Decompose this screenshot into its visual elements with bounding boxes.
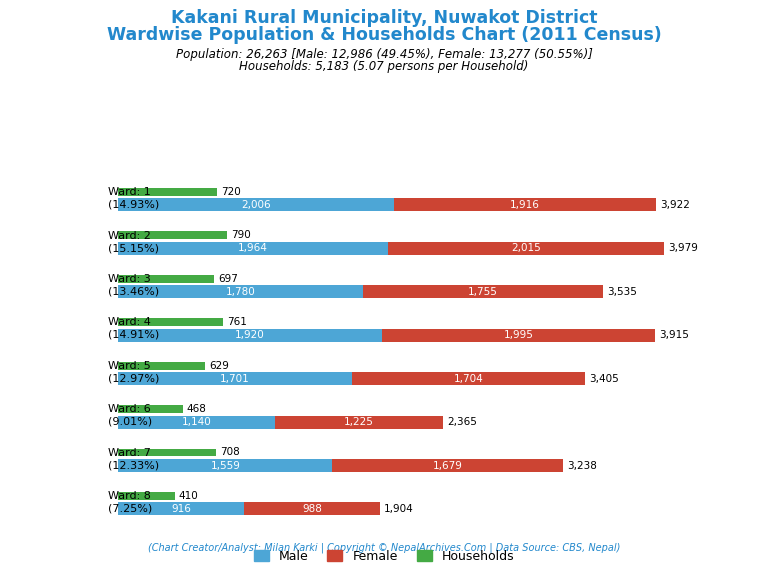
Legend: Male, Female, Households: Male, Female, Households [249,545,519,568]
Text: 2,365: 2,365 [447,417,477,427]
Text: Ward: 5
(12.97%): Ward: 5 (12.97%) [108,361,159,383]
Text: 410: 410 [179,491,199,501]
Text: 3,922: 3,922 [660,200,690,210]
Text: 1,679: 1,679 [432,461,462,470]
Bar [118,405,183,413]
Bar [244,502,379,516]
Text: 1,140: 1,140 [182,417,211,427]
Text: 468: 468 [187,404,207,414]
Text: 916: 916 [171,504,191,514]
Text: 3,405: 3,405 [590,374,619,383]
Text: 697: 697 [218,274,238,284]
Bar [333,459,562,472]
Text: 720: 720 [221,187,241,197]
Text: 1,995: 1,995 [504,330,534,340]
Text: 1,904: 1,904 [384,504,413,514]
Text: 1,559: 1,559 [210,461,240,470]
Text: 2,006: 2,006 [241,200,271,210]
Text: Households: 5,183 (5.07 persons per Household): Households: 5,183 (5.07 persons per Hous… [240,60,528,73]
Text: Ward: 4
(14.91%): Ward: 4 (14.91%) [108,317,159,340]
Bar [118,329,382,342]
Bar [118,231,227,239]
Text: (Chart Creator/Analyst: Milan Karki | Copyright © NepalArchives.Com | Data Sourc: (Chart Creator/Analyst: Milan Karki | Co… [147,543,621,553]
Text: Wardwise Population & Households Chart (2011 Census): Wardwise Population & Households Chart (… [107,26,661,44]
Bar [118,318,223,326]
Text: 1,964: 1,964 [238,244,268,253]
Text: 1,704: 1,704 [454,374,484,383]
Bar [388,242,664,255]
Text: 3,979: 3,979 [668,244,698,253]
Text: 708: 708 [220,448,240,458]
Text: Ward: 3
(13.46%): Ward: 3 (13.46%) [108,274,159,296]
Text: 1,780: 1,780 [226,287,256,297]
Bar [118,188,217,196]
Bar [118,416,275,429]
Text: 3,535: 3,535 [607,287,637,297]
Text: 3,915: 3,915 [660,330,690,340]
Text: 3,238: 3,238 [567,461,597,470]
Bar [118,275,214,282]
Bar [275,416,443,429]
Bar [118,502,244,516]
Bar [352,372,585,385]
Bar [118,242,388,255]
Text: 1,920: 1,920 [235,330,265,340]
Bar [118,285,362,298]
Text: Ward: 2
(15.15%): Ward: 2 (15.15%) [108,231,158,253]
Bar [118,198,393,211]
Text: Ward: 1
(14.93%): Ward: 1 (14.93%) [108,187,159,209]
Text: 1,225: 1,225 [344,417,374,427]
Bar [382,329,655,342]
Text: Kakani Rural Municipality, Nuwakot District: Kakani Rural Municipality, Nuwakot Distr… [170,9,598,27]
Text: 1,916: 1,916 [510,200,540,210]
Bar [118,372,352,385]
Text: Ward: 6
(9.01%): Ward: 6 (9.01%) [108,404,151,427]
Text: 761: 761 [227,317,247,327]
Bar [118,492,175,500]
Text: 790: 790 [231,230,250,240]
Text: Population: 26,263 [Male: 12,986 (49.45%), Female: 13,277 (50.55%)]: Population: 26,263 [Male: 12,986 (49.45%… [176,48,592,60]
Text: Ward: 7
(12.33%): Ward: 7 (12.33%) [108,448,159,470]
Bar [118,362,205,369]
Text: 1,755: 1,755 [468,287,498,297]
Text: 988: 988 [302,504,322,514]
Bar [362,285,604,298]
Text: Ward: 8
(7.25%): Ward: 8 (7.25%) [108,491,152,514]
Bar [118,448,216,456]
Bar [393,198,657,211]
Bar [118,459,333,472]
Text: 629: 629 [209,361,229,371]
Text: 2,015: 2,015 [511,244,541,253]
Text: 1,701: 1,701 [220,374,250,383]
